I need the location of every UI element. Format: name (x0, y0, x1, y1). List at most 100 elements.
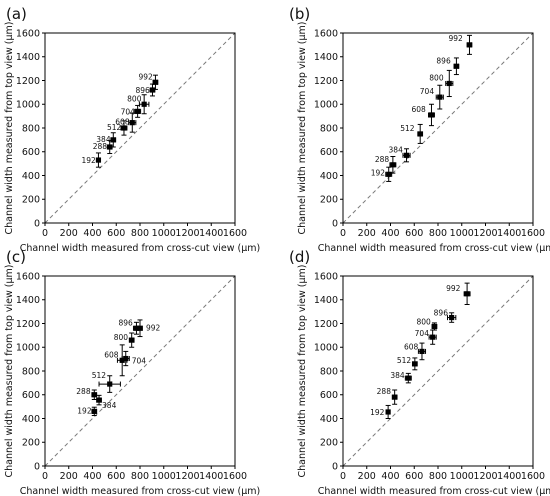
x-axis-label: Channel width measured from cross-cut vi… (20, 243, 261, 254)
data-marker (392, 394, 398, 400)
y-tick-label: 600 (320, 147, 338, 158)
data-point-label: 992 (446, 284, 461, 293)
y-tick-label: 400 (22, 414, 40, 425)
data-point-288: 288 (76, 387, 98, 400)
data-marker (149, 87, 156, 93)
data-marker (412, 361, 418, 367)
x-tick-label: 200 (60, 228, 78, 239)
x-tick-label: 1200 (473, 228, 497, 239)
data-point-label: 384 (96, 135, 111, 144)
data-marker (449, 314, 455, 321)
data-point-512: 512 (92, 371, 121, 393)
data-point-192: 192 (77, 406, 98, 417)
x-tick-label: 1200 (175, 228, 199, 239)
data-point-608: 608 (404, 342, 427, 361)
data-point-label: 512 (400, 124, 415, 133)
y-tick-label: 1000 (314, 100, 338, 111)
data-marker (437, 94, 443, 100)
data-point-384: 384 (389, 145, 411, 163)
y-tick-label: 0 (332, 461, 338, 472)
y-tick-label: 200 (22, 438, 40, 449)
y-tick-label: 1400 (314, 295, 338, 306)
data-point-384: 384 (390, 371, 412, 384)
panel-b: (b)0 200 400 600 800 1000 1200 1400 160002004006… (289, 5, 550, 254)
x-tick-label: 800 (131, 228, 149, 239)
data-point-label: 192 (370, 408, 385, 417)
y-axis-label: Channel width measured from top view (μm… (297, 264, 308, 477)
data-point-label: 800 (114, 333, 129, 342)
x-tick-label: 600 (107, 228, 125, 239)
data-marker (107, 144, 113, 150)
x-tick-label: 400 (83, 471, 101, 482)
y-tick-label: 800 (22, 366, 40, 377)
data-point-label: 608 (115, 118, 130, 127)
data-point-label: 992 (448, 34, 463, 43)
y-tick-label: 200 (320, 195, 338, 206)
data-point-384: 384 (96, 132, 117, 148)
reference-line (342, 275, 534, 467)
data-point-label: 704 (121, 107, 136, 116)
x-tick-label: 1400 (199, 228, 223, 239)
data-marker (431, 323, 438, 330)
data-point-label: 288 (377, 387, 392, 396)
y-tick-label: 600 (320, 390, 338, 401)
data-marker (446, 80, 452, 87)
data-point-label: 704 (415, 329, 430, 338)
data-point-label: 384 (102, 401, 117, 410)
x-tick-label: 400 (381, 471, 399, 482)
y-tick-label: 600 (22, 147, 40, 158)
data-point-label: 896 (135, 86, 150, 95)
x-tick-label: 1000 (450, 228, 474, 239)
y-tick-label: 1200 (314, 319, 338, 330)
y-tick-label: 600 (22, 390, 40, 401)
data-point-192: 192 (371, 166, 393, 182)
x-tick-label: 800 (131, 471, 149, 482)
data-point-608: 608 (115, 112, 137, 133)
x-tick-label: 800 (429, 228, 447, 239)
y-tick-label: 800 (320, 366, 338, 377)
x-tick-label: 200 (358, 228, 376, 239)
data-point-label: 192 (81, 156, 96, 165)
data-point-label: 288 (93, 142, 108, 151)
x-tick-label: 600 (405, 471, 423, 482)
y-tick-label: 1600 (314, 271, 338, 282)
x-tick-label: 1400 (497, 471, 521, 482)
x-tick-label: 1000 (152, 471, 176, 482)
y-tick-label: 1200 (314, 76, 338, 87)
y-tick-label: 1000 (314, 343, 338, 354)
x-tick-label: 400 (381, 228, 399, 239)
y-tick-label: 200 (22, 195, 40, 206)
data-marker (403, 152, 410, 158)
data-point-512: 512 (400, 123, 424, 144)
data-marker (129, 337, 135, 343)
data-marker (464, 291, 470, 297)
data-marker (135, 108, 141, 114)
panel-c: (c)0 200 400 600 800 1000 1200 1400 160002004006… (4, 248, 260, 496)
y-tick-label: 0 (34, 461, 40, 472)
data-point-label: 896 (434, 309, 449, 318)
y-tick-label: 1000 (16, 343, 40, 354)
data-point-label: 896 (118, 318, 133, 327)
data-point-896: 896 (118, 318, 140, 335)
data-point-label: 384 (390, 371, 405, 380)
data-point-608: 608 (411, 103, 435, 127)
x-tick-label: 1200 (175, 471, 199, 482)
x-tick-label: 1400 (199, 471, 223, 482)
x-tick-label: 400 (83, 228, 101, 239)
data-point-label: 704 (132, 357, 147, 366)
x-tick-label: 1600 (521, 471, 545, 482)
x-tick-label: 1400 (497, 228, 521, 239)
data-point-800: 800 (114, 332, 135, 348)
data-point-label: 288 (76, 387, 91, 396)
y-tick-label: 0 (34, 218, 40, 229)
data-point-992: 992 (137, 319, 161, 338)
data-point-label: 288 (375, 155, 390, 164)
panel-a: (a)0 200 400 600 800 1000 1200 1400 160002004006… (4, 5, 260, 254)
data-point-label: 384 (389, 145, 404, 154)
data-point-896: 896 (436, 56, 460, 76)
data-marker (91, 408, 97, 414)
reference-line (44, 32, 236, 224)
data-point-label: 704 (420, 87, 435, 96)
data-point-label: 192 (77, 406, 92, 415)
y-tick-label: 1400 (314, 52, 338, 63)
